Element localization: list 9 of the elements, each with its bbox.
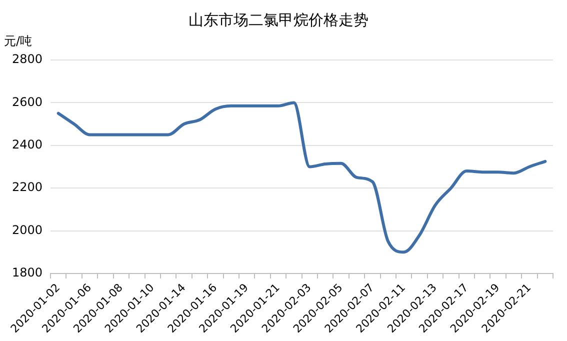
y-tick-label: 2800 <box>12 52 43 66</box>
y-tick-label: 1800 <box>12 266 43 280</box>
y-tick-label: 2000 <box>12 222 43 237</box>
y-axis-title: 元/吨 <box>4 34 32 48</box>
chart-title: 山东市场二氯甲烷价格走势 <box>188 10 368 29</box>
y-tick-label: 2400 <box>12 138 43 152</box>
y-tick-label: 2200 <box>12 180 43 194</box>
line-series <box>56 101 547 254</box>
y-tick-label: 2600 <box>12 94 43 109</box>
